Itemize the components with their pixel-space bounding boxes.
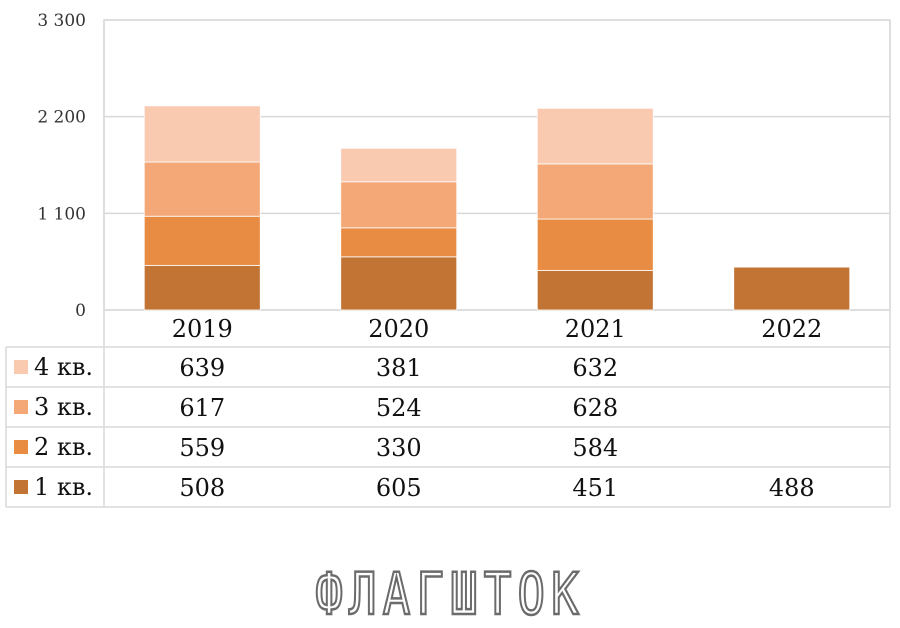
y-tick-label: 1 100 <box>37 204 86 224</box>
data-label: 628 <box>572 394 618 422</box>
x-category-label: 2020 <box>368 315 429 343</box>
legend-swatch <box>14 360 28 374</box>
y-tick-label: 2 200 <box>37 108 86 128</box>
data-label: 381 <box>376 354 422 382</box>
data-label: 488 <box>769 474 815 502</box>
bar-segment <box>340 147 458 183</box>
data-label: 524 <box>376 394 422 422</box>
data-label: 559 <box>179 434 225 462</box>
x-category-label: 2021 <box>565 315 626 343</box>
legend-label: 3 кв. <box>34 393 93 421</box>
legend-swatch <box>14 400 28 414</box>
bar-segment <box>536 163 654 220</box>
bar-segment <box>536 269 654 311</box>
bar-segment <box>143 215 261 266</box>
data-label: 584 <box>572 434 618 462</box>
data-label: 508 <box>179 474 225 502</box>
data-label: 632 <box>572 354 618 382</box>
data-label: 451 <box>572 474 618 502</box>
legend-swatch <box>14 440 28 454</box>
bar-segment <box>143 264 261 311</box>
x-category-label: 2022 <box>761 315 822 343</box>
data-label: 605 <box>376 474 422 502</box>
legend-label: 2 кв. <box>34 433 93 461</box>
legend-label: 4 кв. <box>34 353 93 381</box>
bar-segment <box>536 107 654 165</box>
legend-swatch <box>14 480 28 494</box>
y-tick-label: 3 300 <box>37 11 86 31</box>
bar-segment <box>536 218 654 271</box>
y-tick-label: 0 <box>75 301 86 321</box>
data-label: 330 <box>376 434 422 462</box>
data-label: 639 <box>179 354 225 382</box>
x-category-label: 2019 <box>172 315 233 343</box>
watermark-logo: ФЛАГШТОК <box>314 559 585 628</box>
bar-segment <box>340 181 458 229</box>
data-label: 617 <box>179 394 225 422</box>
bar-segment <box>733 266 851 311</box>
legend-label: 1 кв. <box>34 473 93 501</box>
bar-segment <box>143 161 261 217</box>
bar-segment <box>143 105 261 163</box>
bar-segment <box>340 256 458 311</box>
bar-segment <box>340 227 458 258</box>
